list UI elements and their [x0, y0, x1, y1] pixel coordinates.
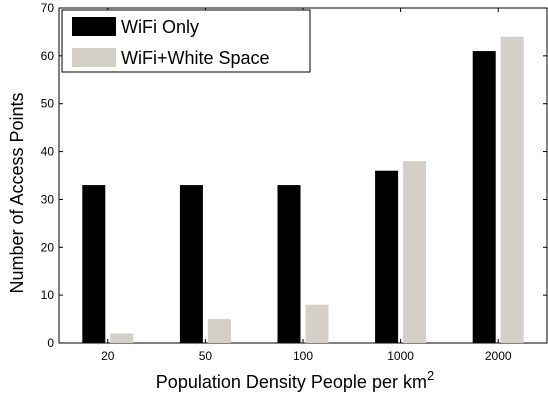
bar-wifi-only-2000 [472, 51, 496, 343]
bar-wifi-white-space-2000 [500, 36, 524, 343]
x-tick-label: 20 [101, 349, 115, 363]
y-tick-label: 70 [41, 1, 55, 15]
bar-wifi-white-space-100 [305, 304, 329, 343]
bar-wifi-white-space-50 [207, 319, 231, 343]
bar-wifi-only-100 [277, 185, 301, 343]
legend-label-wifi-white-space: WiFi+White Space [121, 48, 270, 68]
y-tick-label: 50 [41, 97, 55, 111]
bar-wifi-only-1000 [375, 170, 399, 343]
x-axis: 20 50 100 1000 2000 [101, 8, 512, 363]
legend: WiFi Only WiFi+White Space [61, 9, 311, 73]
bar-wifi-white-space-20 [110, 333, 134, 343]
y-tick-label: 0 [47, 336, 54, 350]
legend-swatch-wifi-white-space [72, 48, 116, 67]
legend-swatch-wifi-only [72, 17, 116, 36]
x-axis-title-text: Population Density People per km [156, 372, 427, 392]
x-axis-title: Population Density People per km2 [156, 368, 434, 392]
y-tick-label: 30 [41, 192, 55, 206]
bars-group [82, 36, 524, 343]
y-tick-label: 40 [41, 145, 55, 159]
x-tick-label: 50 [199, 349, 213, 363]
bar-wifi-only-20 [82, 185, 106, 343]
x-tick-label: 100 [293, 349, 313, 363]
y-axis-title: Number of Access Points [7, 92, 27, 293]
legend-label-wifi-only: WiFi Only [121, 17, 199, 37]
y-tick-label: 60 [41, 49, 55, 63]
x-tick-label: 2000 [485, 349, 512, 363]
y-tick-label: 10 [41, 288, 55, 302]
y-tick-label: 20 [41, 240, 55, 254]
bar-wifi-white-space-1000 [403, 161, 427, 343]
x-axis-title-superscript: 2 [427, 368, 434, 383]
bar-wifi-only-50 [179, 185, 203, 343]
x-tick-label: 1000 [387, 349, 414, 363]
